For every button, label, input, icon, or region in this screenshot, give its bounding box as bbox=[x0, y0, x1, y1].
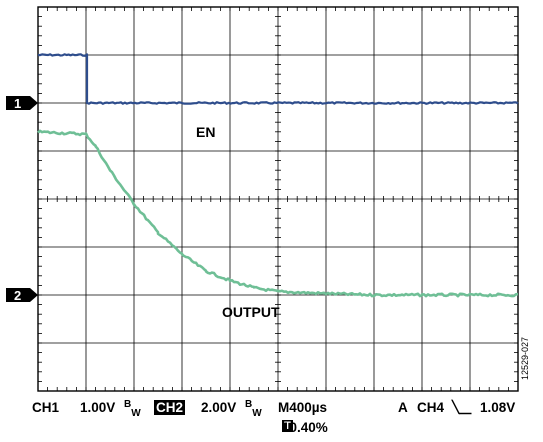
ch2-bandwidth-limit: BW bbox=[245, 399, 262, 419]
trace-label-en: EN bbox=[196, 124, 215, 140]
channel-1-marker-label: 1 bbox=[14, 96, 21, 111]
ch2-bw-b: B bbox=[245, 399, 253, 410]
channel-markers: 12 bbox=[6, 96, 38, 303]
figure-id: 12529-027 bbox=[520, 336, 530, 380]
ch2-bw-w: W bbox=[252, 408, 262, 419]
traces bbox=[37, 53, 519, 298]
ch2-volts-per-div: 2.00V bbox=[201, 400, 237, 415]
trigger-level: 1.08V bbox=[480, 400, 516, 415]
ch1-bw-w: W bbox=[131, 408, 141, 419]
trace-labels: EN OUTPUT bbox=[196, 124, 280, 320]
channel-2-marker bbox=[6, 288, 38, 302]
trigger-mode: A bbox=[398, 400, 408, 415]
ch1-volts-per-div: 1.00V bbox=[80, 400, 116, 415]
grid bbox=[37, 6, 519, 392]
trigger-t-marker-icon: T bbox=[282, 420, 293, 432]
channel-1-marker bbox=[6, 96, 38, 110]
ch1-bandwidth-limit: BW bbox=[124, 399, 141, 419]
trigger-position-percent: 10.40% bbox=[282, 420, 328, 435]
ch2-label: CH2 bbox=[154, 400, 186, 415]
ch1-bw-b: B bbox=[124, 399, 132, 410]
scope-settings-footer: CH1 1.00V BW CH2 2.00V BW M400µs A CH4 ╲… bbox=[0, 398, 543, 442]
trace-output bbox=[37, 129, 519, 298]
channel-2-marker-label: 2 bbox=[14, 288, 21, 303]
trigger-channel: CH4 bbox=[417, 400, 445, 415]
trace-label-output: OUTPUT bbox=[222, 304, 280, 320]
ch1-label: CH1 bbox=[32, 400, 60, 415]
falling-edge-icon: ╲⎽ bbox=[452, 400, 472, 414]
trace-en bbox=[37, 53, 519, 105]
timebase: M400µs bbox=[278, 400, 328, 415]
